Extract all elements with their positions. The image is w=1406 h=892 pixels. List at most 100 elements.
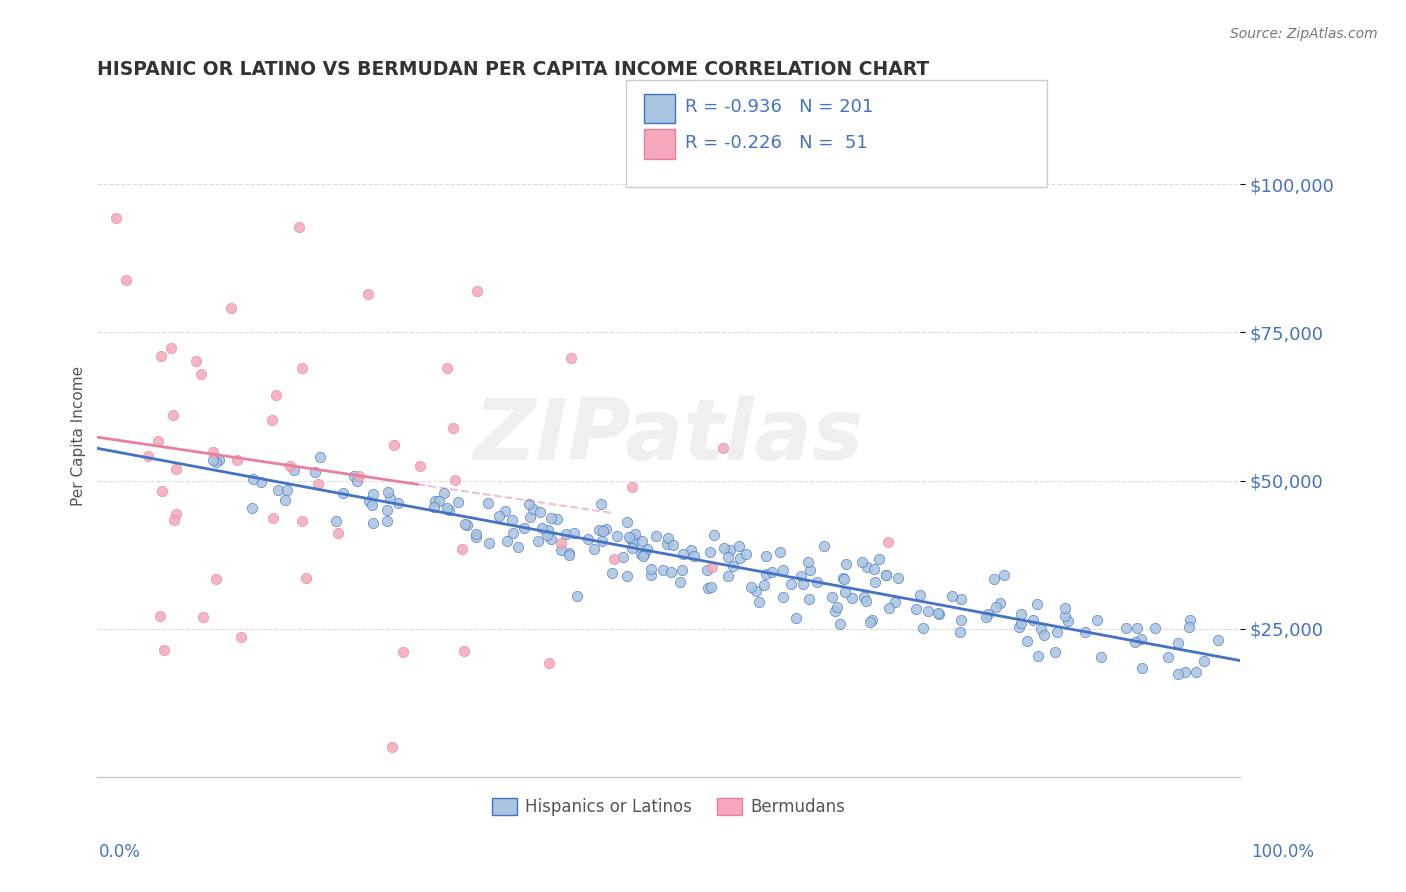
- Point: [730, 551, 752, 566]
- Point: [436, 500, 458, 515]
- Point: [1015, 634, 1038, 648]
- Point: [1167, 636, 1189, 650]
- Point: [1126, 621, 1149, 635]
- Point: [721, 558, 744, 573]
- Point: [834, 585, 856, 599]
- Point: [1010, 616, 1032, 631]
- Point: [884, 595, 907, 609]
- Text: Source: ZipAtlas.com: Source: ZipAtlas.com: [1230, 27, 1378, 41]
- Point: [927, 606, 949, 620]
- Point: [748, 595, 770, 609]
- Point: [501, 513, 523, 527]
- Point: [163, 513, 186, 527]
- Point: [550, 535, 572, 549]
- Point: [382, 438, 405, 452]
- Point: [150, 484, 173, 499]
- Point: [146, 434, 169, 448]
- Point: [377, 484, 399, 499]
- Point: [1129, 632, 1152, 646]
- Legend: Hispanics or Latinos, Bermudans: Hispanics or Latinos, Bermudans: [485, 791, 852, 823]
- Point: [583, 542, 606, 557]
- Point: [377, 514, 399, 528]
- Point: [974, 610, 997, 624]
- Point: [1010, 607, 1032, 622]
- Point: [225, 453, 247, 467]
- Text: HISPANIC OR LATINO VS BERMUDAN PER CAPITA INCOME CORRELATION CHART: HISPANIC OR LATINO VS BERMUDAN PER CAPIT…: [97, 60, 929, 78]
- Point: [184, 354, 207, 368]
- Point: [347, 468, 370, 483]
- Text: 100.0%: 100.0%: [1251, 843, 1315, 861]
- Point: [201, 452, 224, 467]
- Point: [558, 546, 581, 560]
- Point: [875, 568, 897, 582]
- Point: [755, 567, 778, 582]
- Point: [381, 740, 404, 755]
- Point: [745, 584, 768, 599]
- Point: [591, 497, 613, 511]
- Point: [506, 541, 529, 555]
- Text: ZIPatlas: ZIPatlas: [474, 394, 863, 477]
- Point: [1029, 622, 1052, 636]
- Point: [1115, 621, 1137, 635]
- Point: [772, 590, 794, 604]
- Point: [620, 541, 643, 555]
- Point: [558, 548, 581, 562]
- Point: [540, 511, 562, 525]
- Point: [853, 590, 876, 604]
- Point: [754, 578, 776, 592]
- Point: [879, 600, 901, 615]
- Point: [526, 533, 548, 548]
- Point: [229, 631, 252, 645]
- Point: [606, 529, 628, 543]
- Point: [136, 450, 159, 464]
- Point: [700, 559, 723, 574]
- Point: [219, 301, 242, 315]
- Point: [540, 532, 562, 546]
- Point: [409, 458, 432, 473]
- Point: [443, 473, 465, 487]
- Point: [717, 569, 740, 583]
- Point: [630, 547, 652, 561]
- Point: [307, 477, 329, 491]
- Point: [682, 549, 704, 564]
- Point: [988, 596, 1011, 610]
- Point: [986, 599, 1008, 614]
- Point: [640, 561, 662, 575]
- Point: [205, 572, 228, 586]
- Point: [633, 547, 655, 561]
- Point: [262, 412, 284, 426]
- Point: [447, 495, 470, 509]
- Point: [555, 526, 578, 541]
- Point: [917, 604, 939, 618]
- Point: [851, 555, 873, 569]
- Point: [361, 516, 384, 531]
- Point: [720, 543, 742, 558]
- Point: [728, 539, 751, 553]
- Point: [560, 351, 582, 365]
- Point: [291, 514, 314, 528]
- Point: [517, 497, 540, 511]
- Point: [832, 572, 855, 586]
- Point: [1130, 661, 1153, 675]
- Point: [427, 494, 450, 508]
- Point: [242, 472, 264, 486]
- Point: [264, 388, 287, 402]
- Point: [1053, 609, 1076, 624]
- Point: [436, 361, 458, 376]
- Point: [274, 493, 297, 508]
- Point: [295, 571, 318, 585]
- Point: [530, 520, 553, 534]
- Point: [740, 580, 762, 594]
- Point: [1174, 665, 1197, 679]
- Point: [711, 441, 734, 455]
- Point: [454, 516, 477, 531]
- Point: [595, 522, 617, 536]
- Point: [1085, 613, 1108, 627]
- Point: [250, 475, 273, 490]
- Point: [696, 563, 718, 577]
- Point: [621, 479, 644, 493]
- Point: [623, 526, 645, 541]
- Point: [537, 523, 560, 537]
- Point: [699, 545, 721, 559]
- Point: [631, 534, 654, 549]
